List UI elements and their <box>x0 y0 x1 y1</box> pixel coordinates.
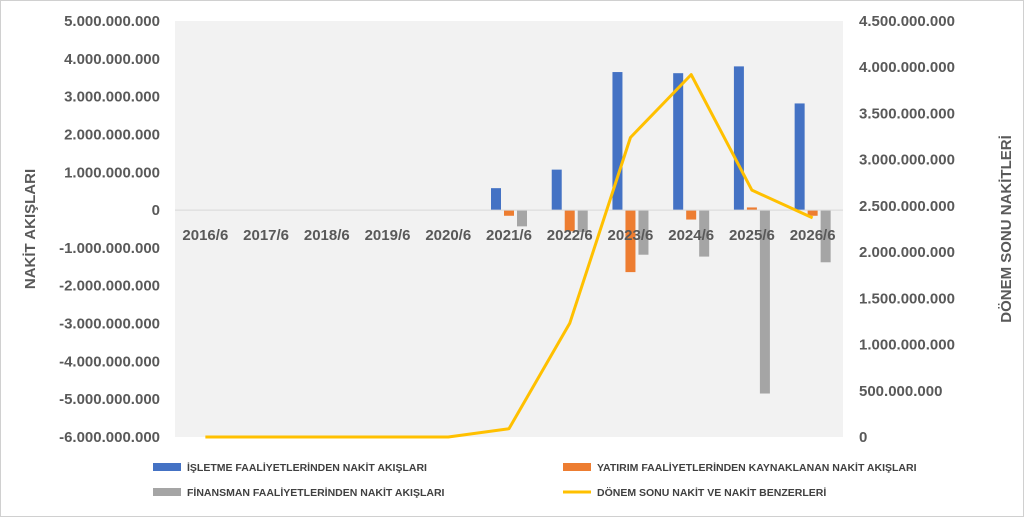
bar-1-2023/6 <box>612 72 623 211</box>
bar-3-2022/6 <box>577 210 588 233</box>
right-tick-label: 2.000.000.000 <box>859 244 955 261</box>
legend-swatch <box>153 488 181 496</box>
right-tick-label: 2.500.000.000 <box>859 198 955 215</box>
left-tick-label: -5.000.000.000 <box>59 391 160 408</box>
right-tick-label: 4.000.000.000 <box>859 59 955 76</box>
category-label: 2024/6 <box>668 227 714 244</box>
bar-3-2024/6 <box>699 210 710 257</box>
bar-marks <box>491 66 831 394</box>
bar-3-2023/6 <box>638 210 649 255</box>
left-tick-label: 5.000.000.000 <box>64 13 160 30</box>
line-series <box>205 73 814 439</box>
right-axis-ticks: 4.500.000.000 4.000.000.000 3.500.000.000 3… <box>859 13 955 446</box>
category-label: 2025/6 <box>729 227 775 244</box>
category-label: 2020/6 <box>425 227 471 244</box>
plot-area <box>175 21 843 437</box>
category-label: 2026/6 <box>790 227 836 244</box>
left-tick-label: 2.000.000.000 <box>64 126 160 143</box>
category-label: 2023/6 <box>608 227 654 244</box>
legend: İŞLETME FAALİYETLERİNDEN NAKİT AKIŞLARI Y… <box>153 461 917 499</box>
category-label: 2016/6 <box>182 227 228 244</box>
right-tick-label: 3.000.000.000 <box>859 152 955 169</box>
bar-1-2021/6 <box>491 188 501 211</box>
legend-entry: FİNANSMAN FAALİYETLERİNDEN NAKİT AKIŞLAR… <box>187 486 445 499</box>
left-axis-ticks: 5.000.000.000 4.000.000.000 3.000.000.000 2… <box>59 13 160 446</box>
right-tick-label: 1.000.000.000 <box>859 337 955 354</box>
left-tick-label: -6.000.000.000 <box>59 429 160 446</box>
bar-3-2026/6 <box>820 210 831 263</box>
left-tick-label: 4.000.000.000 <box>64 51 160 68</box>
bar-2-2021/6 <box>504 210 514 216</box>
category-labels: 2016/6 2017/6 2018/6 2019/6 2020/6 2021/6 2022… <box>182 227 835 244</box>
legend-entry: DÖNEM SONU NAKİT VE NAKİT BENZERLERİ <box>597 486 826 499</box>
left-tick-label: -1.000.000.000 <box>59 240 160 257</box>
left-tick-label: 0 <box>152 202 160 219</box>
bar-2-2026/6 <box>807 210 818 216</box>
category-label: 2022/6 <box>547 227 593 244</box>
legend-swatch <box>153 463 181 471</box>
bar-2-2023/6 <box>625 210 636 273</box>
left-tick-label: 1.000.000.000 <box>64 164 160 181</box>
bar-1-2022/6 <box>551 169 562 211</box>
right-tick-label: 3.500.000.000 <box>859 105 955 122</box>
category-label: 2018/6 <box>304 227 350 244</box>
right-tick-label: 4.500.000.000 <box>859 13 955 30</box>
left-tick-label: -2.000.000.000 <box>59 278 160 295</box>
category-label: 2019/6 <box>365 227 411 244</box>
bar-3-2021/6 <box>517 210 527 227</box>
left-tick-label: -4.000.000.000 <box>59 353 160 370</box>
category-label: 2021/6 <box>486 227 532 244</box>
right-tick-label: 1.500.000.000 <box>859 290 955 307</box>
bar-2-2024/6 <box>686 210 697 220</box>
cash-balance-line <box>205 73 814 439</box>
bar-3-2025/6 <box>759 210 770 394</box>
bar-2-2022/6 <box>564 210 575 232</box>
right-axis-title: DÖNEM SONU NAKİTLERİ <box>998 135 1015 323</box>
right-tick-label: 0 <box>859 429 867 446</box>
left-tick-label: 3.000.000.000 <box>64 89 160 106</box>
legend-entry: İŞLETME FAALİYETLERİNDEN NAKİT AKIŞLARI <box>187 461 427 474</box>
legend-entry: YATIRIM FAALİYETLERİNDEN KAYNAKLANAN NAK… <box>597 461 917 474</box>
bar-1-2025/6 <box>733 66 744 211</box>
bar-2-2025/6 <box>746 207 757 211</box>
bar-1-2026/6 <box>794 103 805 211</box>
right-tick-label: 500.000.000 <box>859 383 942 400</box>
left-axis-title: NAKİT AKIŞLARI <box>22 169 39 289</box>
bar-1-2024/6 <box>673 73 684 211</box>
legend-swatch <box>563 463 591 471</box>
category-label: 2017/6 <box>243 227 289 244</box>
left-tick-label: -3.000.000.000 <box>59 316 160 333</box>
